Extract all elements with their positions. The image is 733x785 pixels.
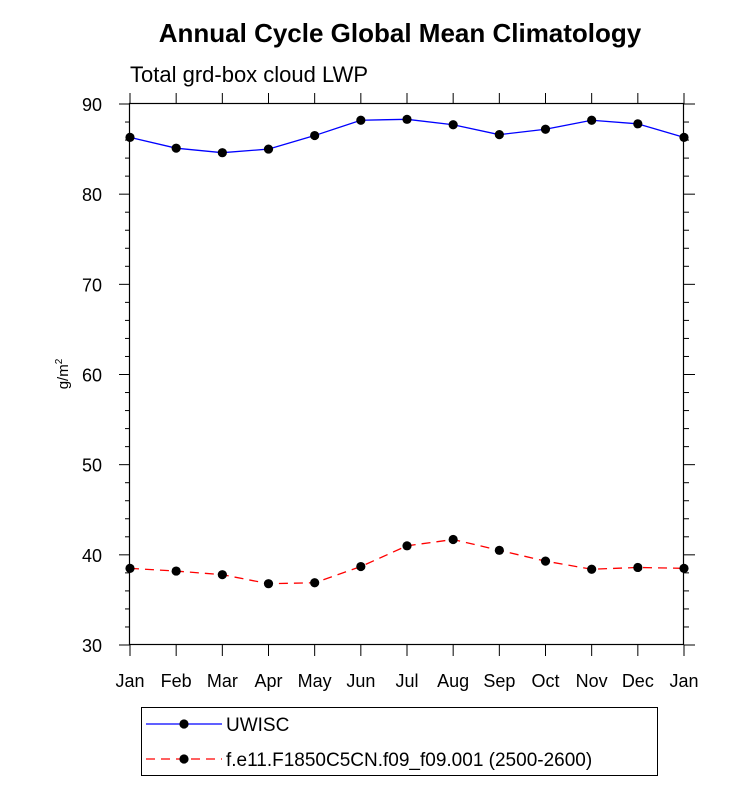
plot-frame bbox=[128, 102, 685, 646]
series-1-point bbox=[448, 120, 458, 130]
legend-marker-2 bbox=[179, 754, 189, 764]
series-1-point bbox=[494, 130, 504, 140]
legend: UWISC f.e11.F1850C5CN.f09_f09.001 (2500-2… bbox=[141, 707, 658, 776]
series-1-point bbox=[633, 119, 643, 129]
series-2-point bbox=[633, 562, 643, 573]
legend-label-2: f.e11.F1850C5CN.f09_f09.001 (2500-2600) bbox=[226, 750, 592, 771]
x-tick-label: Feb bbox=[161, 671, 192, 691]
series-1-point bbox=[217, 148, 227, 158]
plot-area bbox=[125, 114, 689, 589]
series-2-point bbox=[356, 561, 366, 572]
x-tick-label: Dec bbox=[622, 671, 654, 691]
series-line-1 bbox=[129, 118, 685, 154]
y-tick-label: 40 bbox=[82, 546, 102, 566]
y-tick-label: 80 bbox=[82, 185, 102, 205]
y-tick-label: 30 bbox=[82, 636, 102, 656]
series-2-point bbox=[448, 534, 458, 545]
series-2-point bbox=[587, 564, 597, 574]
series-1-point bbox=[540, 124, 551, 134]
y-axis-label: g/m2 bbox=[54, 358, 72, 389]
series-2-point bbox=[540, 556, 551, 566]
x-tick-label: Jul bbox=[395, 671, 418, 691]
series-2-point bbox=[494, 545, 504, 555]
y-tick-label: 90 bbox=[82, 95, 102, 115]
series-1-point bbox=[402, 114, 412, 124]
legend-label-1: UWISC bbox=[226, 715, 289, 736]
x-tick-label: Oct bbox=[531, 671, 559, 691]
series-1-point bbox=[356, 115, 366, 125]
x-tick-label: May bbox=[298, 671, 332, 691]
series-1-point bbox=[171, 143, 181, 153]
chart-title: Annual Cycle Global Mean Climatology bbox=[159, 18, 642, 48]
y-tick-label: 70 bbox=[82, 275, 102, 295]
y-axis: 30 40 50 60 70 80 90 bbox=[82, 95, 695, 656]
x-tick-label: Jun bbox=[346, 671, 375, 691]
x-tick-label: Aug bbox=[437, 671, 469, 691]
x-tick-label: Sep bbox=[483, 671, 515, 691]
series-2-point bbox=[402, 541, 412, 551]
x-tick-label: Mar bbox=[207, 671, 238, 691]
x-tick-label: Jan bbox=[115, 671, 144, 691]
legend-box bbox=[141, 707, 658, 776]
series-2-point bbox=[171, 566, 181, 576]
series-1-point bbox=[310, 130, 320, 141]
y-tick-label: 60 bbox=[82, 366, 102, 386]
series-2-point bbox=[310, 578, 320, 588]
y-tick-label: 50 bbox=[82, 456, 102, 476]
x-tick-label: Apr bbox=[254, 671, 282, 691]
legend-marker-1 bbox=[179, 719, 189, 729]
x-axis: Jan Feb Mar Apr May Jun Jul Aug Sep Oct Nov Dec Jan bbox=[115, 93, 699, 691]
series-2-point bbox=[263, 579, 274, 589]
series-1-point bbox=[587, 115, 597, 125]
series-1-point bbox=[263, 144, 274, 154]
chart-subtitle: Total grd-box cloud LWP bbox=[130, 62, 368, 87]
x-tick-label: Jan bbox=[669, 671, 698, 691]
x-tick-label: Nov bbox=[576, 671, 608, 691]
series-2-point bbox=[217, 570, 227, 580]
